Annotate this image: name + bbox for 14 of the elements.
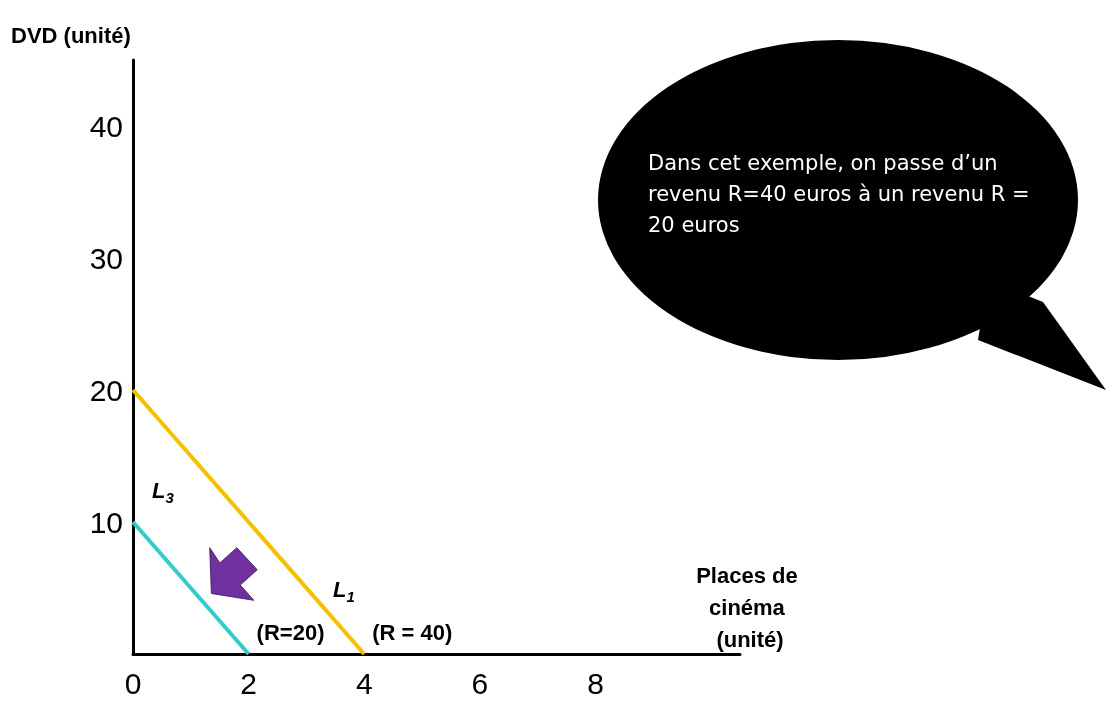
x-tick-label: 0 [124, 666, 142, 700]
y-tick-label: 20 [89, 373, 123, 407]
y-axis-title: DVD (unité) [11, 22, 131, 48]
annotation: Dans cet exemple, on passe d’un revenu R=40 euros à un revenu R = 20 euros [648, 150, 1031, 239]
x-tick-label: 6 [471, 666, 489, 700]
x-tick-label: 2 [240, 666, 257, 700]
x-axis-title: Places de cinéma (unité) [696, 562, 804, 652]
annotation: (R=20) [256, 619, 325, 645]
x-tick-label: 8 [587, 666, 604, 700]
x-tick-label: 4 [355, 666, 373, 700]
y-tick-label: 10 [89, 505, 123, 539]
y-tick-label: 40 [89, 109, 123, 143]
y-tick-label: 30 [89, 241, 123, 275]
annotation: (R = 40) [372, 619, 453, 645]
